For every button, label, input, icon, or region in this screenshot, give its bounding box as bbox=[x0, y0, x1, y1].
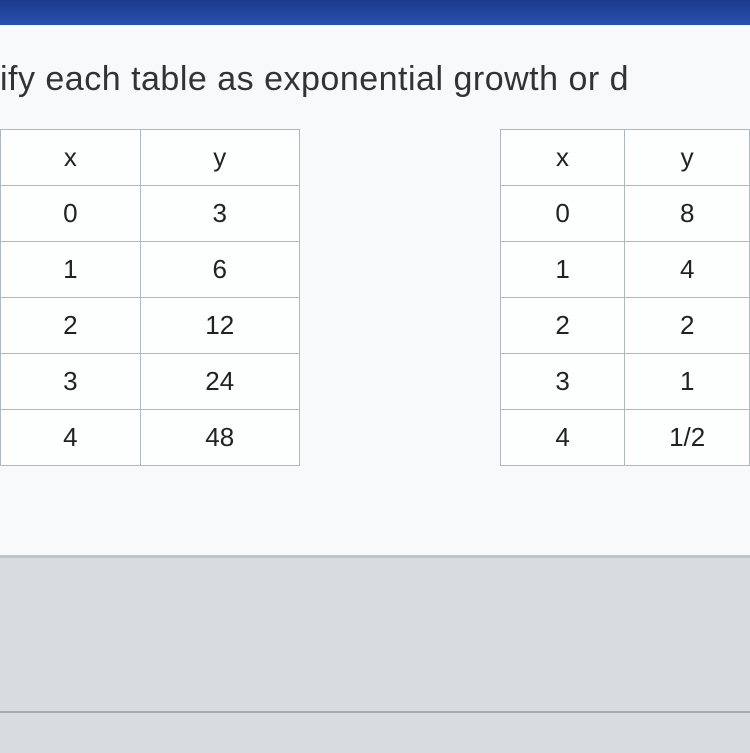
divider-line bbox=[0, 711, 750, 713]
table-row: 4 48 bbox=[1, 410, 300, 466]
table-cell: 1 bbox=[625, 354, 750, 410]
table-header-y: y bbox=[140, 130, 299, 186]
table-cell: 3 bbox=[140, 186, 299, 242]
table-row: x y bbox=[1, 130, 300, 186]
table-cell: 0 bbox=[500, 186, 625, 242]
table-cell: 3 bbox=[500, 354, 625, 410]
table-header-y: y bbox=[625, 130, 750, 186]
table-header-x: x bbox=[500, 130, 625, 186]
table-cell: 4 bbox=[500, 410, 625, 466]
table-cell: 4 bbox=[1, 410, 141, 466]
table-row: 3 24 bbox=[1, 354, 300, 410]
table-row: 1 4 bbox=[500, 242, 749, 298]
table-cell: 1 bbox=[1, 242, 141, 298]
table-cell: 2 bbox=[625, 298, 750, 354]
table-cell: 8 bbox=[625, 186, 750, 242]
table-row: 1 6 bbox=[1, 242, 300, 298]
table-row: 4 1/2 bbox=[500, 410, 749, 466]
table-cell: 24 bbox=[140, 354, 299, 410]
table-cell: 6 bbox=[140, 242, 299, 298]
tables-container: x y 0 3 1 6 2 12 3 24 4 48 bbox=[0, 129, 750, 466]
content-area: tify each table as exponential growth or… bbox=[0, 25, 750, 555]
table-row: x y bbox=[500, 130, 749, 186]
table-row: 0 8 bbox=[500, 186, 749, 242]
table-cell: 2 bbox=[1, 298, 141, 354]
table-cell: 0 bbox=[1, 186, 141, 242]
table-cell: 12 bbox=[140, 298, 299, 354]
table-header-x: x bbox=[1, 130, 141, 186]
table-cell: 3 bbox=[1, 354, 141, 410]
table-cell: 2 bbox=[500, 298, 625, 354]
table-row: 0 3 bbox=[1, 186, 300, 242]
table-cell: 4 bbox=[625, 242, 750, 298]
table-1: x y 0 3 1 6 2 12 3 24 4 48 bbox=[0, 129, 300, 466]
table-cell: 1/2 bbox=[625, 410, 750, 466]
table-cell: 48 bbox=[140, 410, 299, 466]
question-text: tify each table as exponential growth or… bbox=[0, 25, 750, 129]
table-row: 2 2 bbox=[500, 298, 749, 354]
bottom-area bbox=[0, 555, 750, 753]
table-cell: 1 bbox=[500, 242, 625, 298]
table-row: 2 12 bbox=[1, 298, 300, 354]
table-row: 3 1 bbox=[500, 354, 749, 410]
window-title-bar bbox=[0, 0, 750, 25]
table-2: x y 0 8 1 4 2 2 3 1 4 1/2 bbox=[500, 129, 750, 466]
